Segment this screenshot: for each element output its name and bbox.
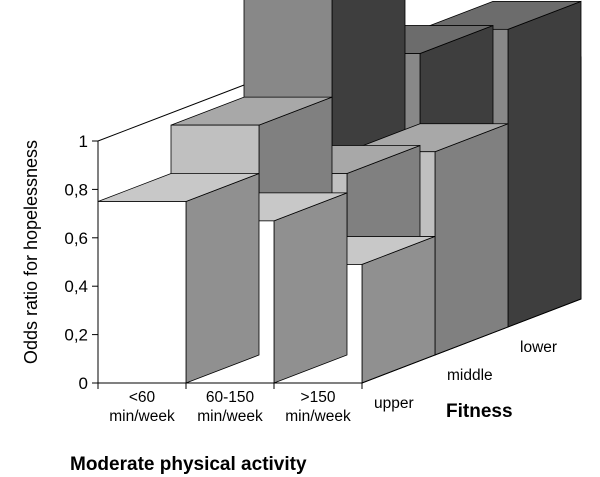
y-tick-label: 0 <box>79 374 88 393</box>
depth-tick-label: lower <box>520 339 557 356</box>
x-tick-label: min/week <box>109 408 175 425</box>
bar-side <box>507 0 582 328</box>
depth-axis-line <box>361 298 582 384</box>
depth-tick-label: middle <box>447 367 493 384</box>
x-tick-label: >150 <box>301 389 336 406</box>
bars <box>97 0 582 384</box>
x-tick-label: min/week <box>285 408 351 425</box>
labels: Odds ratio for hopelessness Moderate phy… <box>21 132 557 475</box>
bar-upper-1 <box>97 172 260 384</box>
y-tick-label: 0,6 <box>64 229 88 248</box>
x-axis-label: Moderate physical activity <box>70 454 307 475</box>
bar-front <box>97 201 187 384</box>
depth-tick-label: upper <box>374 395 414 412</box>
x-tick-label: min/week <box>197 408 263 425</box>
depth-axis-label: Fitness <box>446 401 513 422</box>
x-tick-label: <60 <box>129 389 156 406</box>
bar-side <box>434 123 509 356</box>
y-tick-label: 0,8 <box>64 180 88 199</box>
bar-side <box>273 192 348 384</box>
y-tick-label: 1 <box>79 132 88 151</box>
axes <box>92 140 582 389</box>
x-tick-label: 60-150 <box>206 389 255 406</box>
y-axis-label: Odds ratio for hopelessness <box>21 140 41 364</box>
bar-side <box>185 172 260 384</box>
y-tick-label: 0,4 <box>64 277 88 296</box>
y-tick-label: 0,2 <box>64 326 88 345</box>
